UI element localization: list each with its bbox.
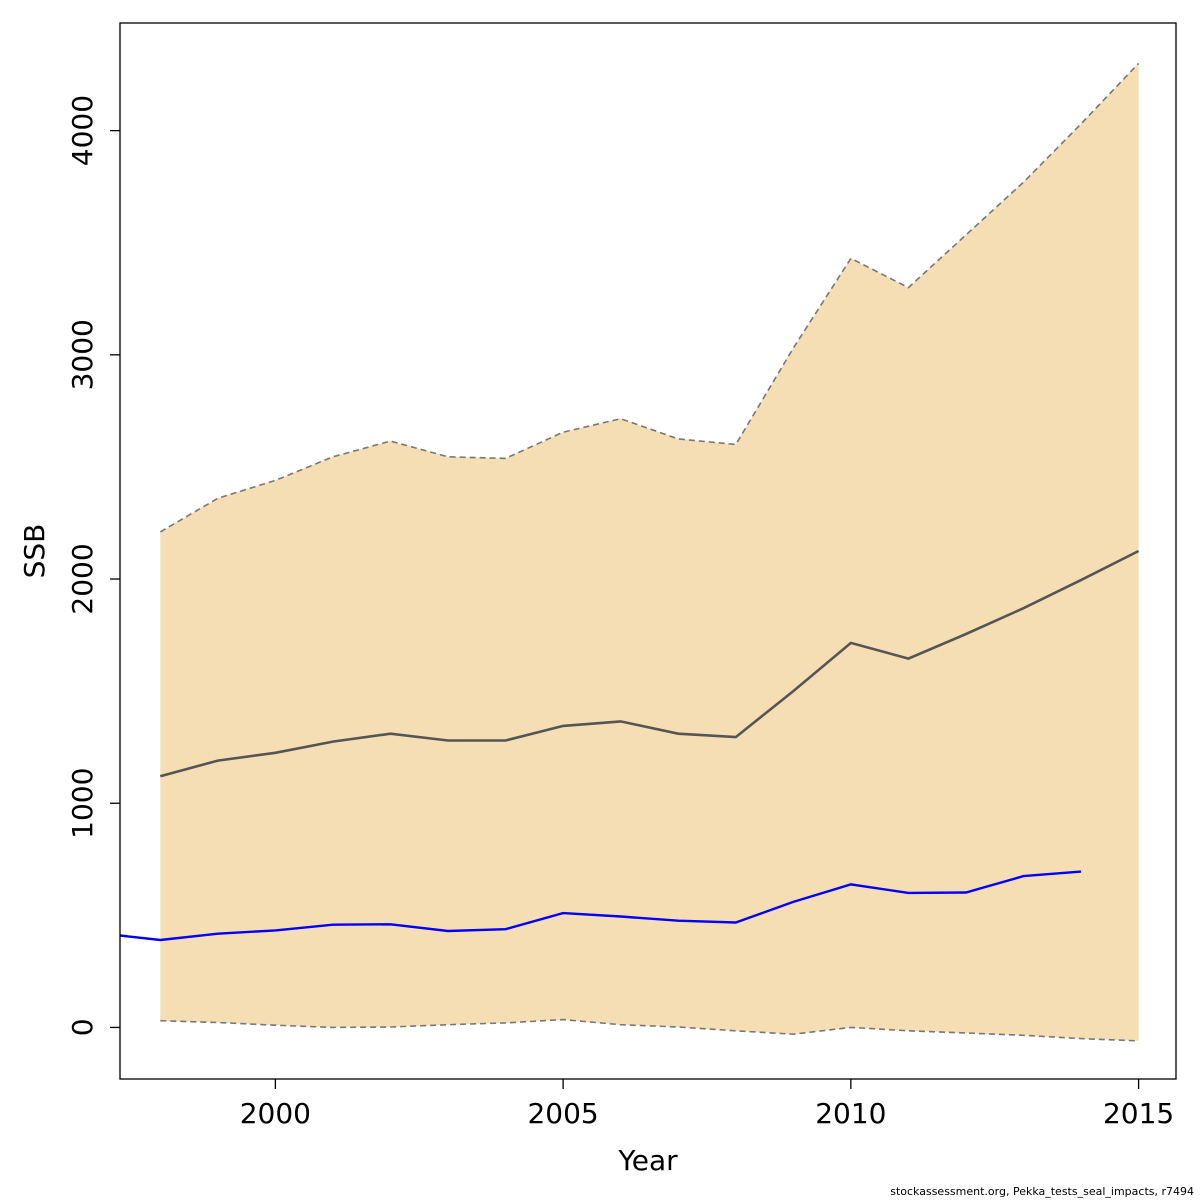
lower-bound-line xyxy=(160,1018,1139,1042)
y-tick-label-3000: 3000 xyxy=(66,319,99,390)
plot-frame xyxy=(119,22,1177,1080)
y-tick-label-0: 0 xyxy=(66,1018,99,1036)
estimate-line xyxy=(159,549,1140,778)
x-tick-label-2000: 2000 xyxy=(240,1097,311,1130)
upper-bound-line xyxy=(159,62,1140,533)
x-tick-label-2005: 2005 xyxy=(527,1097,598,1130)
y-tick-label-4000: 4000 xyxy=(66,95,99,166)
y-axis-title: SSB xyxy=(18,524,51,579)
footer-credit: stockassessment.org, Pekka_tests_seal_im… xyxy=(890,1185,1194,1198)
x-tick-label-2010: 2010 xyxy=(815,1097,886,1130)
y-tick-label-2000: 2000 xyxy=(66,543,99,614)
observed-line xyxy=(120,870,1082,942)
y-tick-label-1000: 1000 xyxy=(66,768,99,839)
x-tick-label-2015: 2015 xyxy=(1103,1097,1174,1130)
confidence-band xyxy=(160,63,1139,1041)
x-axis-title: Year xyxy=(617,1144,678,1177)
